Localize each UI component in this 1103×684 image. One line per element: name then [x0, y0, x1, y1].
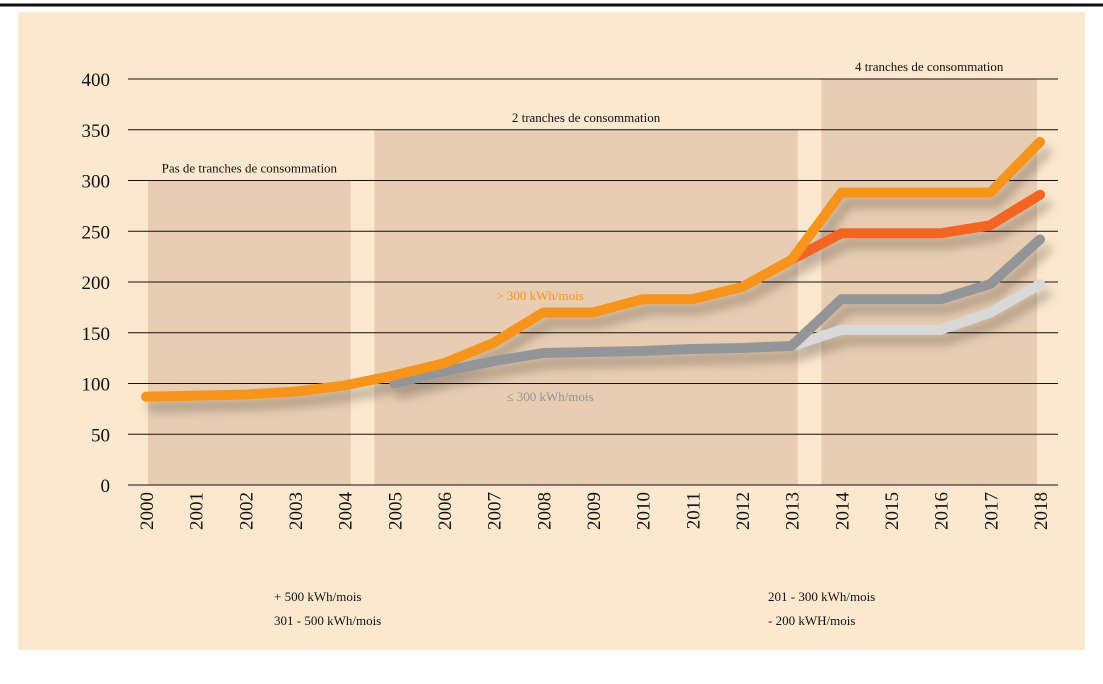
region-label: 2 tranches de consommation: [512, 110, 661, 125]
y-tick-label: 250: [82, 222, 111, 243]
series-line: [786, 189, 1046, 265]
x-tick-label: 2001: [187, 492, 208, 530]
y-tick-label: 400: [82, 70, 111, 91]
y-tick-label: 350: [82, 121, 111, 142]
y-tick-label: 100: [82, 375, 111, 396]
series-line: [786, 279, 1046, 351]
legend-label: 201 - 300 kWh/mois: [768, 589, 875, 604]
y-tick-label: 200: [82, 273, 111, 294]
y-tick-label: 50: [91, 425, 110, 446]
region: [374, 129, 798, 485]
series-group: [141, 136, 1046, 402]
x-tick-label: 2015: [882, 492, 903, 530]
x-tick-label: 2002: [236, 492, 257, 530]
region-label: 4 tranches de consommation: [855, 59, 1004, 74]
legend-label: + 500 kWh/mois: [274, 589, 362, 604]
x-tick-label: 2017: [981, 492, 1002, 530]
legend-label: - 200 kWH/mois: [768, 613, 855, 628]
x-tick-label: 2008: [534, 492, 555, 530]
x-tick-label: 2013: [783, 492, 804, 530]
series-line: [389, 234, 1046, 389]
x-tick-label: 2016: [932, 492, 953, 530]
region-label: Pas de tranches de consommation: [162, 161, 338, 176]
x-tick-label: 2009: [584, 492, 605, 530]
y-tick-label: 0: [101, 476, 111, 497]
x-tick-label: 2011: [683, 492, 704, 529]
x-tick-label: 2005: [385, 492, 406, 530]
x-tick-label: 2012: [733, 492, 754, 530]
x-tick-label: 2006: [435, 492, 456, 530]
x-tick-label: 2010: [634, 492, 655, 530]
x-tick-label: 2000: [137, 492, 158, 530]
y-tick-label: 300: [82, 172, 111, 193]
x-tick-label: 2004: [336, 492, 357, 531]
annotation: ≤ 300 kWh/mois: [506, 389, 593, 404]
x-tick-label: 2014: [832, 492, 853, 531]
y-tick-label: 150: [82, 324, 111, 345]
x-tick-label: 2007: [485, 492, 506, 530]
series-line: [141, 136, 1046, 402]
annotation: > 300 kWh/mois: [496, 288, 584, 303]
legend-label: 301 - 500 kWh/mois: [274, 613, 381, 628]
x-tick-label: 2018: [1031, 492, 1052, 530]
x-tick-label: 2003: [286, 492, 307, 530]
